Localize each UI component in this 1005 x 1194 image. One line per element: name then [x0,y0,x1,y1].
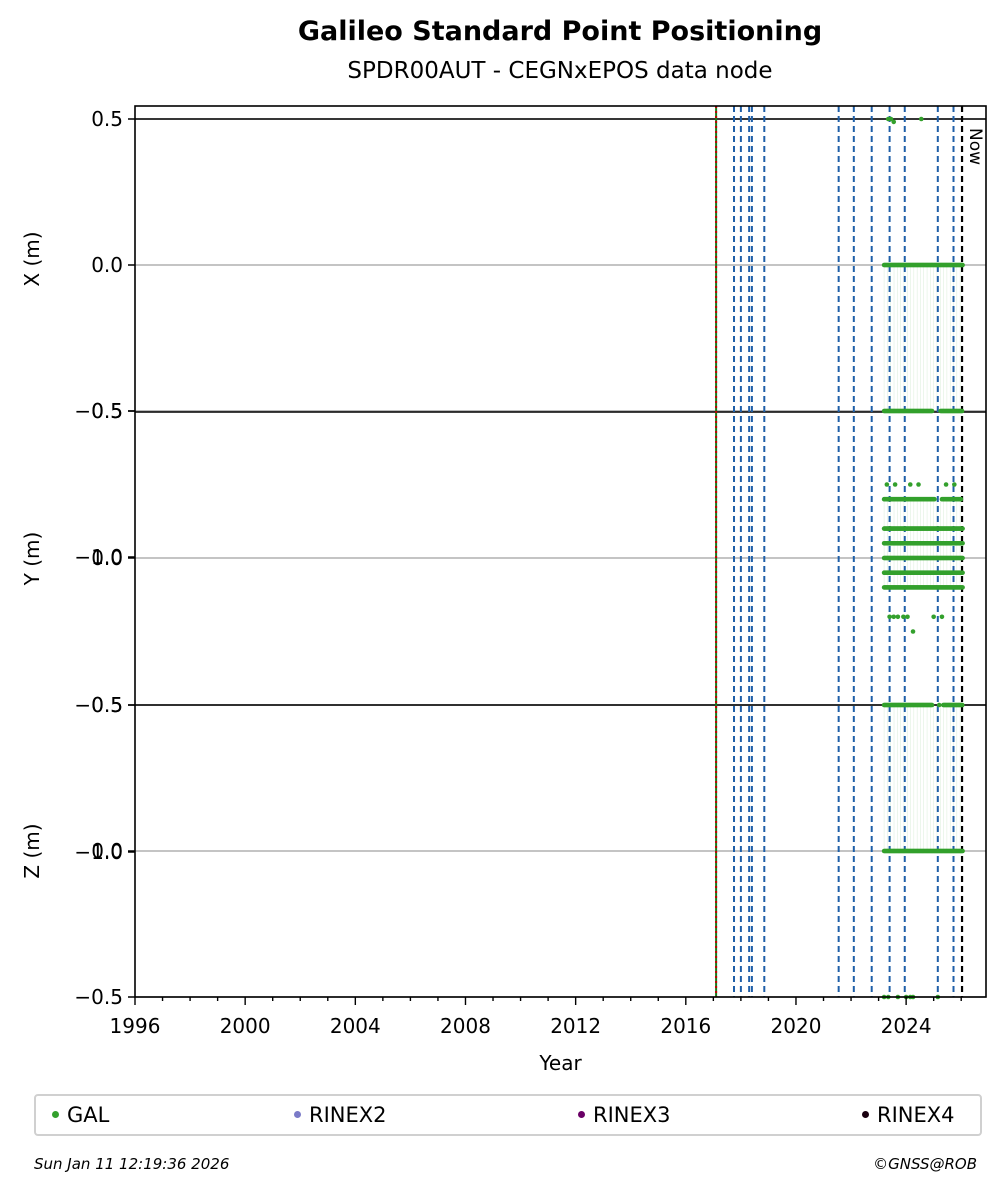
gal-point [932,496,937,502]
gal-point [960,526,965,531]
gal-point [888,116,894,122]
gal-point [884,482,890,487]
gal-point [960,555,965,561]
y-axis-label: Z (m) [20,823,44,878]
gal-point [959,408,965,414]
now-label: Now [965,128,985,165]
gal-point [931,614,936,620]
y-tick-label: 0.5 [91,693,123,717]
footer-copyright: ©GNSS@ROB [873,1155,977,1173]
gal-point [960,702,965,708]
gal-point [960,585,965,590]
gal-point [892,482,898,487]
legend-item-rinex3: RINEX3 [578,1103,671,1127]
gal-point [887,614,892,620]
x-tick-label: 2000 [220,1014,271,1038]
x-tick-label: 2012 [550,1014,601,1038]
y-tick-label: −0.5 [74,985,123,1009]
gal-point [929,408,935,414]
legend-item-rinex2: RINEX2 [294,1103,387,1127]
y-tick-label: −0.5 [74,693,123,717]
chart-subtitle: SPDR00AUT - CEGNxEPOS data node [347,58,773,84]
y-tick-label: 0.0 [91,839,123,863]
chart-svg: −1.0−0.50.00.51.0X (m)−1.0−0.50.00.5Y (m… [20,105,987,1075]
legend: GAL RINEX2 RINEX3 RINEX4 [34,1094,982,1136]
y-tick-label: 0.0 [91,546,123,570]
footer-timestamp: Sun Jan 11 12:19:36 2026 [34,1155,230,1173]
legend-marker-rinex2 [294,1110,301,1118]
gal-point [939,614,945,620]
plot-frame [134,105,987,998]
x-tick-label: 2008 [440,1014,491,1038]
gal-point [907,482,913,487]
legend-marker-rinex4 [862,1110,869,1118]
gal-point [895,614,901,620]
y-tick-label: −0.5 [74,399,123,423]
gal-point [960,541,965,546]
legend-label-rinex2: RINEX2 [309,1103,387,1127]
y-tick-label: 0.0 [91,253,123,277]
chart-title: Galileo Standard Point Positioning [297,16,823,47]
gal-point [943,482,949,487]
y-tick-label: 0.5 [91,107,123,131]
gal-point [918,116,924,122]
y-axis-label: X (m) [20,231,44,286]
gal-point [901,614,906,620]
gal-point [916,482,921,487]
legend-marker-gal [52,1110,59,1118]
legend-label-rinex4: RINEX4 [877,1103,955,1127]
gal-point [952,482,957,487]
gal-point [960,848,965,854]
legend-label-gal: GAL [67,1103,110,1127]
gal-point [905,614,910,620]
x-tick-label: 2020 [771,1014,822,1038]
x-axis-label: Year [538,1051,582,1075]
legend-label-rinex3: RINEX3 [593,1103,671,1127]
gal-point [960,262,965,268]
y-tick-label: −1.0 [74,545,123,569]
legend-marker-rinex3 [578,1110,585,1118]
x-tick-label: 2004 [330,1014,381,1038]
x-tick-label: 2016 [660,1014,711,1038]
y-tick-label: −1.0 [74,840,123,864]
gal-point [891,614,897,620]
gal-point [929,702,935,708]
gal-point [936,702,942,708]
y-tick-label: 0.5 [91,399,123,423]
y-axis-label: Y (m) [20,532,44,587]
gal-point [891,119,897,125]
gal-point [958,496,964,502]
gal-point [960,570,965,575]
x-tick-label: 1996 [110,1014,161,1038]
x-tick-label: 2024 [881,1014,932,1038]
legend-item-rinex4: RINEX4 [862,1103,955,1127]
gal-point [910,629,916,634]
legend-item-gal: GAL [52,1103,109,1127]
